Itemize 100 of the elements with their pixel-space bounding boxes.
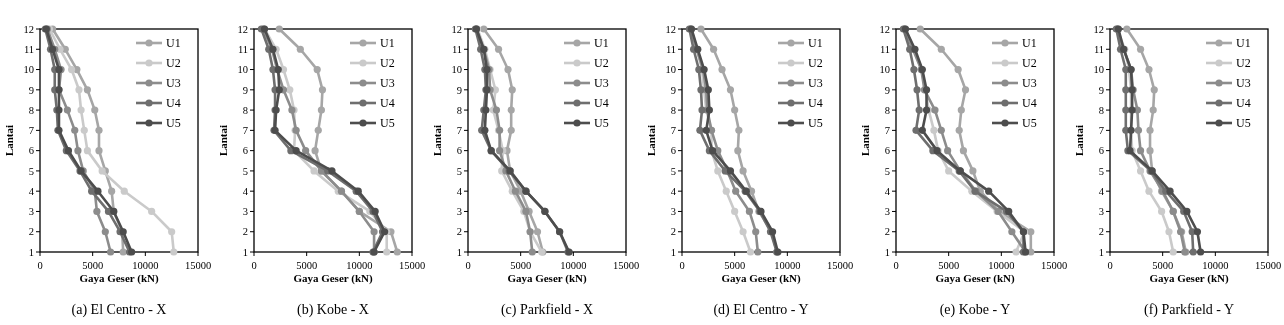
y-tick-label: 3 [670, 206, 676, 218]
x-tick-label: 15000 [398, 260, 426, 271]
x-axis-title: Gaya Geser (kN) [507, 272, 587, 285]
point [275, 25, 283, 33]
point [754, 248, 762, 256]
x-tick-label: 10000 [132, 260, 159, 271]
legend-label: U2 [808, 56, 823, 71]
y-axis-title: Lantai [217, 124, 229, 157]
y-tick-label: 12 [23, 23, 34, 35]
y-tick-label: 7 [884, 125, 890, 137]
y-tick-label: 8 [670, 104, 676, 116]
point [106, 248, 115, 256]
point [910, 65, 918, 74]
y-tick-label: 6 [456, 145, 462, 157]
legend-label: U1 [594, 36, 609, 51]
y-tick-label: 5 [28, 165, 34, 177]
point [718, 65, 726, 74]
legend-label: U4 [1022, 96, 1037, 111]
legend-label: U1 [1236, 36, 1251, 51]
y-tick-label: 1 [670, 246, 676, 258]
y-tick-label: 7 [1098, 125, 1104, 137]
legend-label: U4 [380, 96, 395, 111]
y-tick-label: 11 [237, 43, 248, 55]
point [1150, 86, 1158, 94]
point [296, 45, 304, 53]
point [383, 248, 391, 256]
point [739, 167, 747, 175]
point [731, 207, 739, 216]
point [1136, 167, 1145, 175]
x-axis-title: Gaya Geser (kN) [79, 272, 159, 285]
point [91, 106, 99, 114]
x-tick-label: 5000 [82, 260, 104, 271]
text: (c) Parkfield - X [500, 302, 594, 318]
y-tick-label: 9 [670, 84, 676, 96]
point [314, 126, 322, 134]
legend-label: U5 [380, 116, 395, 131]
legend-label: U5 [1022, 116, 1037, 131]
y-tick-label: 6 [884, 145, 890, 157]
point [1166, 187, 1174, 195]
point [954, 65, 962, 74]
point [937, 45, 945, 53]
point [726, 167, 735, 175]
x-tick-label: 0 [1107, 260, 1113, 271]
y-tick-label: 4 [670, 185, 677, 197]
point [1136, 45, 1145, 53]
y-tick-label: 2 [884, 226, 890, 238]
point [931, 106, 939, 114]
point [1027, 228, 1035, 236]
y-tick-label: 4 [456, 185, 463, 197]
y-tick-label: 1 [28, 246, 34, 258]
point [504, 65, 512, 74]
y-tick-label: 5 [884, 165, 890, 177]
y-tick-label: 5 [670, 165, 676, 177]
y-tick-label: 7 [456, 125, 462, 137]
y-tick-label: 10 [451, 64, 462, 76]
y-tick-label: 12 [451, 23, 462, 35]
y-tick-label: 9 [884, 84, 890, 96]
legend-label: U3 [1236, 76, 1251, 91]
y-tick-label: 12 [1093, 23, 1104, 35]
point [311, 147, 319, 155]
point [912, 126, 920, 134]
y-tick-label: 10 [23, 64, 34, 76]
point [93, 207, 101, 216]
point [734, 147, 742, 155]
point [915, 106, 923, 114]
x-tick-label: 5000 [296, 260, 318, 271]
point [393, 248, 401, 256]
legend-label: U4 [166, 96, 181, 111]
y-tick-label: 2 [28, 226, 34, 238]
legend-label: U2 [1236, 56, 1251, 71]
point [328, 167, 336, 175]
y-tick-label: 2 [670, 226, 676, 238]
x-tick-label: 10000 [560, 260, 587, 271]
x-tick-label: 10000 [774, 260, 801, 271]
legend-label: U3 [1022, 76, 1037, 91]
point [1122, 106, 1130, 114]
y-tick-label: 2 [242, 226, 248, 238]
point [722, 187, 730, 195]
x-tick-label: 0 [251, 260, 257, 271]
point [95, 147, 103, 155]
point [310, 167, 318, 175]
x-tick-label: 15000 [184, 260, 212, 271]
point [74, 147, 82, 155]
point [1165, 228, 1173, 236]
y-tick-label: 8 [884, 104, 890, 116]
point [170, 248, 178, 256]
x-axis-title: Gaya Geser (kN) [935, 272, 1015, 285]
point [945, 167, 953, 175]
y-tick-label: 3 [884, 206, 890, 218]
y-tick-label: 6 [1098, 145, 1104, 157]
point [80, 126, 88, 134]
point [1136, 147, 1145, 155]
point [286, 86, 294, 94]
point [1193, 228, 1202, 236]
y-tick-label: 10 [1093, 64, 1104, 76]
point [370, 228, 378, 236]
y-tick-label: 1 [1098, 246, 1104, 258]
point [494, 45, 503, 53]
legend-label: U5 [808, 116, 823, 131]
legend-label: U1 [808, 36, 823, 51]
